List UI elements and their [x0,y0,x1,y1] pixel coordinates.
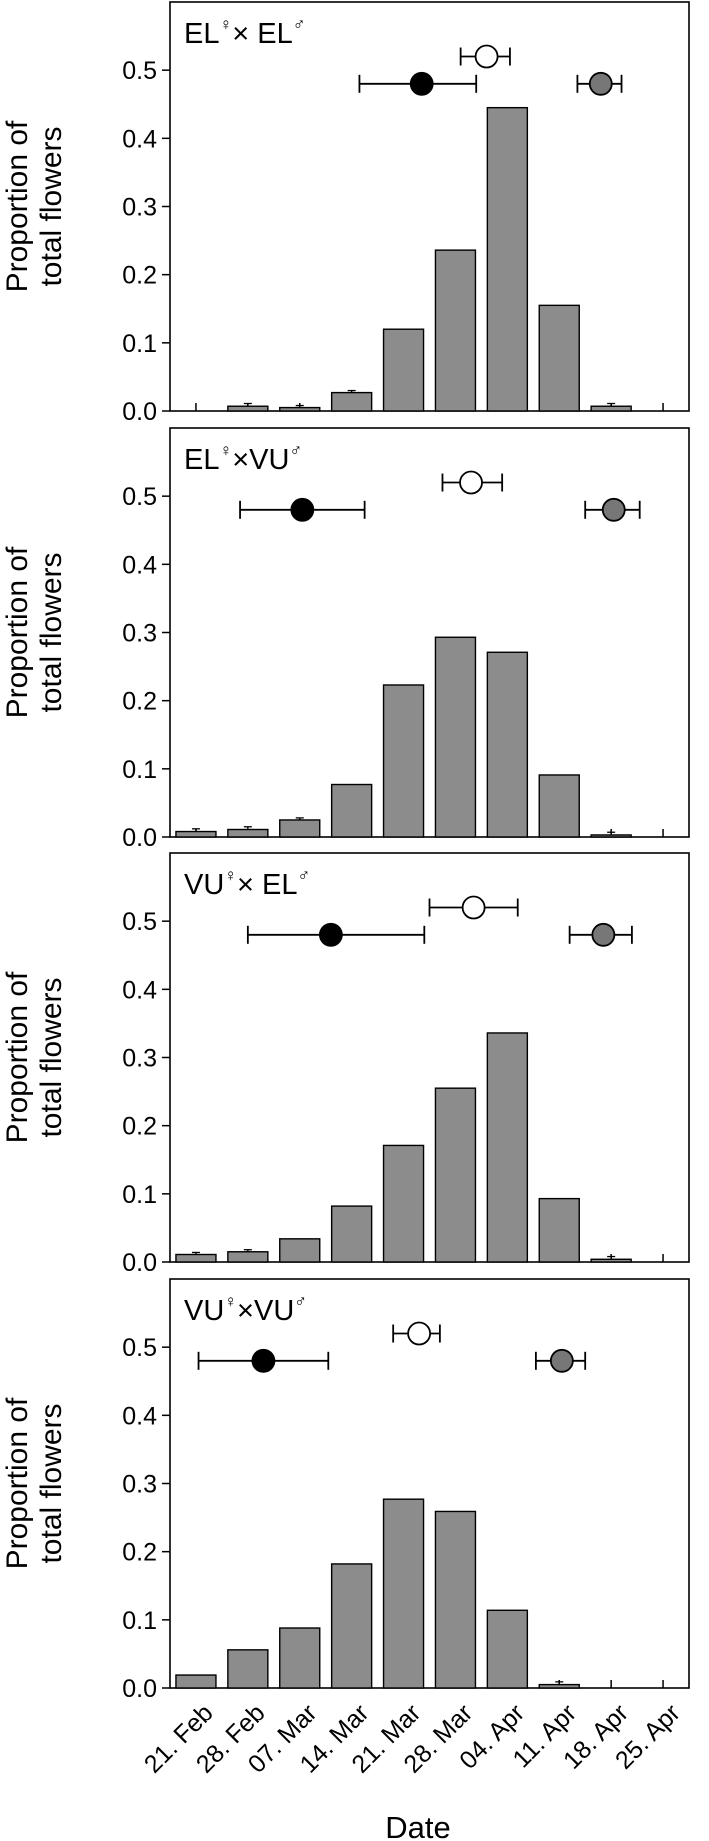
mean-marker [409,71,434,96]
mean-marker [461,895,486,920]
y-tick-label: 0.2 [122,1113,157,1141]
mean-marker [459,470,483,495]
mean-marker [549,1348,574,1373]
bar [279,406,321,412]
y-axis-title-line2: total flowers [35,977,68,1137]
y-tick-label: 0.4 [122,976,157,1004]
bar [538,304,580,412]
panel-label: VU♀×VU♂ [184,1292,307,1327]
bar [175,830,217,838]
bar [382,684,425,838]
plot-frame [169,1,690,412]
bar [538,1197,580,1263]
y-tick-label: 0.1 [122,330,157,358]
y-tick-label: 0.5 [122,1334,157,1362]
bar [382,328,425,412]
bar [434,1087,477,1263]
y-tick-label: 0.1 [122,1607,157,1635]
bar [434,1510,477,1689]
bar [434,249,477,412]
y-tick-label: 0.2 [122,688,157,716]
y-tick-label: 0.4 [122,125,157,153]
y-tick-label: 0.3 [122,1045,157,1073]
mean-marker [591,922,616,947]
y-tick-label: 0.0 [122,1675,157,1703]
bar [434,636,477,838]
bar [538,1683,580,1689]
panel-label: EL♀×VU♂ [184,441,302,476]
bar [330,391,373,412]
bar [590,834,632,838]
bar [175,1253,217,1263]
bar [227,828,269,838]
bar [175,1674,217,1689]
y-tick-label: 0.4 [122,1402,157,1430]
chart-panel-2: 0.0 0.1 0.2 0.3 0.4 0.5 Proportion of total flo… [1,427,690,852]
y-axis-title-line2: total flowers [35,552,68,712]
y-tick-label: 0.3 [122,1471,157,1499]
y-axis-title-line1: Proportion of [1,546,34,718]
bar [486,1032,529,1263]
bar [279,819,321,838]
y-tick-label: 0.3 [122,194,157,222]
bar [538,774,580,838]
bar [382,1144,425,1263]
y-tick-label: 0.3 [122,620,157,648]
bar [590,405,632,412]
mean-marker [407,1321,432,1346]
y-tick-label: 0.5 [122,908,157,936]
bar [486,651,529,838]
chart-panel-3: 0.0 0.1 0.2 0.3 0.4 0.5 Proportion of total flo… [1,852,690,1277]
y-tick-label: 0.0 [122,1249,157,1277]
mean-marker [290,497,315,522]
y-tick-label: 0.2 [122,1539,157,1567]
bar [330,1563,373,1689]
mean-marker [474,44,499,69]
plot-frame [169,427,690,838]
y-tick-label: 0.4 [122,551,157,579]
bar [227,1649,269,1689]
chart-panel-4: 0.0 0.1 0.2 0.3 0.4 0.5 Proportion of total flo… [1,1278,690,1703]
bar [486,106,529,412]
y-axis-title-line1: Proportion of [1,1397,34,1569]
x-axis-title: Date [385,1810,450,1841]
y-axis-title-line1: Proportion of [1,120,34,292]
bar [330,783,373,838]
y-tick-label: 0.0 [122,398,157,426]
bar [227,405,269,412]
y-axis-title-line1: Proportion of [1,971,34,1143]
y-axis-title-line2: total flowers [35,1403,68,1563]
panel-label: EL♀× EL♂ [184,15,305,50]
y-tick-label: 0.5 [122,483,157,511]
chart-panel-1: 0.0 0.1 0.2 0.3 0.4 0.5 Proportion of total flo… [1,1,690,426]
bar [330,1205,373,1263]
mean-marker [318,922,343,947]
panel-label: VU♀× EL♂ [184,866,310,901]
bar [590,1258,632,1263]
y-tick-label: 0.0 [122,824,157,852]
bar [279,1627,321,1689]
y-axis-title-line2: total flowers [35,126,68,286]
y-tick-label: 0.1 [122,1181,157,1209]
y-tick-label: 0.5 [122,57,157,85]
bar [279,1238,321,1263]
bar [227,1251,269,1263]
mean-marker [601,497,626,522]
plot-frame [169,1278,690,1689]
mean-marker [251,1348,276,1373]
bar [382,1498,425,1689]
bar [486,1609,529,1689]
y-tick-label: 0.1 [122,756,157,784]
mean-marker [588,71,613,96]
y-tick-label: 0.2 [122,262,157,290]
